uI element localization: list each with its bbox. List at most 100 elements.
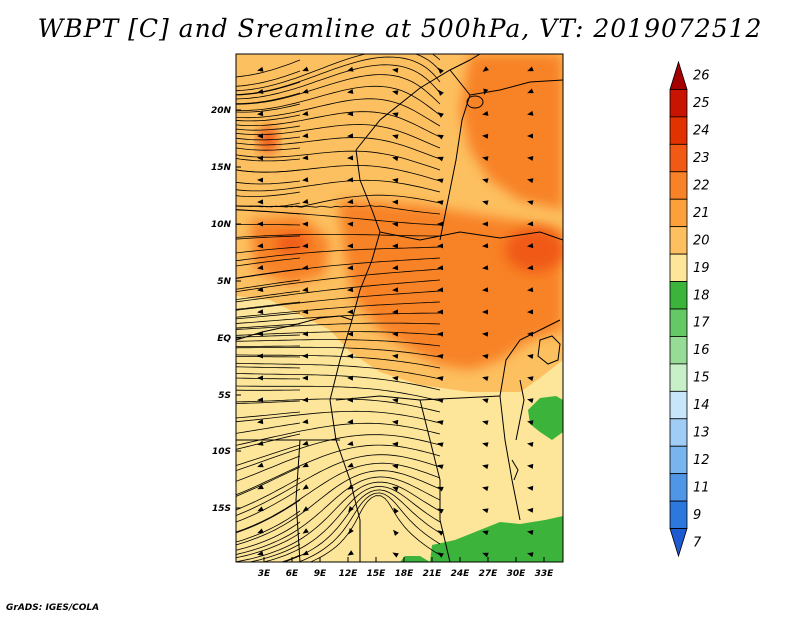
wbpt-fill-22-east	[505, 228, 563, 272]
streamline	[236, 56, 441, 96]
wbpt-fill-21	[338, 200, 563, 370]
streamline-arrow	[257, 353, 264, 359]
streamline-arrow	[347, 331, 354, 337]
streamline-arrow	[302, 287, 309, 293]
streamline	[262, 485, 441, 562]
streamline-arrow	[257, 462, 264, 468]
streamline	[236, 346, 441, 358]
streamline-arrow	[437, 442, 444, 448]
streamline	[236, 362, 441, 380]
streamline-arrow	[347, 133, 354, 139]
streamline	[236, 279, 301, 290]
streamline	[236, 290, 301, 301]
streamline-arrow	[437, 376, 444, 382]
colorbar-label: 17	[693, 316, 710, 331]
lon-label: 24E	[451, 569, 471, 579]
colorbar-segment	[669, 198, 688, 228]
streamline-arrow	[347, 199, 354, 204]
streamline-arrow	[392, 552, 399, 558]
colorbar-segment	[669, 473, 688, 502]
streamline-arrow	[437, 508, 444, 514]
streamline-arrow	[302, 528, 309, 534]
streamline-arrow	[527, 354, 534, 359]
streamline	[236, 466, 301, 497]
colorbar-label: 18	[693, 288, 710, 303]
streamline-arrow	[347, 88, 354, 94]
streamline-arrow	[437, 530, 444, 536]
streamline-arrow	[392, 441, 399, 447]
colorbar-label: 14	[693, 398, 710, 413]
streamline	[236, 499, 301, 534]
streamline-arrow	[482, 442, 489, 448]
streamline-arrow	[437, 221, 444, 227]
streamline-arrow	[347, 111, 354, 117]
streamline-arrow	[392, 243, 399, 249]
streamline	[236, 103, 301, 113]
colorbar-label: 12	[693, 453, 710, 468]
streamline-arrow	[527, 221, 534, 227]
streamline-arrow	[302, 243, 309, 249]
streamline	[236, 74, 441, 105]
streamline-arrow	[347, 243, 354, 249]
streamline	[236, 334, 301, 338]
streamline-arrow	[482, 221, 489, 227]
streamline-arrow	[482, 464, 489, 470]
streamline-arrow	[302, 331, 309, 337]
streamline-arrow	[257, 550, 264, 556]
streamline-arrow	[482, 486, 489, 492]
streamline-arrow	[437, 331, 444, 337]
streamline	[236, 180, 301, 185]
streamline-arrow	[482, 66, 489, 72]
streamline-arrow	[393, 529, 399, 536]
wbpt-fill-18-east	[528, 396, 563, 440]
lat-label: 5S	[218, 391, 231, 401]
streamline	[236, 290, 441, 311]
streamline-arrow	[527, 110, 534, 116]
colorbar-label: 22	[693, 179, 710, 194]
country-borders	[236, 54, 563, 562]
streamline	[236, 434, 441, 472]
streamline-arrow	[482, 287, 489, 293]
streamline	[236, 532, 301, 559]
streamline	[236, 339, 441, 347]
streamline-arrow	[392, 221, 399, 227]
streamline	[236, 354, 441, 369]
lon-label: 12E	[339, 569, 359, 579]
streamline	[236, 246, 441, 262]
streamline	[236, 59, 301, 78]
grads-credit: GrADS: IGES/COLA	[6, 603, 100, 613]
streamline	[236, 92, 301, 105]
colorbar: 26 25 24 23 22 21 20 19 18 17 16 15 14 13 12 11 9 7	[669, 60, 710, 558]
colorbar-label: 25	[693, 96, 710, 111]
streamline-arrow	[437, 178, 444, 184]
streamline-arrow	[392, 156, 399, 162]
colorbar-segment	[669, 143, 688, 173]
streamline-arrow	[437, 420, 444, 426]
streamline	[236, 462, 441, 533]
colorbar-label: 23	[693, 151, 710, 166]
streamline-arrow	[437, 353, 444, 359]
streamline-arrow	[482, 331, 489, 337]
streamline-arrow	[302, 309, 309, 315]
streamline-arrow	[392, 177, 399, 183]
streamline	[236, 111, 441, 138]
streamline-arrow	[482, 200, 489, 206]
streamline-arrow	[302, 506, 309, 512]
colorbar-segment	[669, 253, 688, 282]
streamline-arrow	[302, 375, 309, 381]
streamline-arrow	[257, 484, 264, 490]
streamline	[248, 543, 301, 562]
streamline-arrow	[392, 134, 399, 140]
lon-label: 6E	[286, 569, 299, 579]
lat-label: 20N	[211, 106, 232, 116]
streamline-arrow	[302, 66, 309, 72]
streamline-arrow	[482, 398, 489, 404]
streamline-arrow	[437, 200, 444, 206]
streamline-arrow	[482, 110, 489, 116]
streamline-arrow	[302, 397, 309, 403]
colorbar-label: 11	[693, 480, 710, 495]
lake-outlines	[466, 95, 561, 481]
streamline-arrow	[392, 199, 399, 205]
streamline-arrow	[527, 287, 534, 293]
